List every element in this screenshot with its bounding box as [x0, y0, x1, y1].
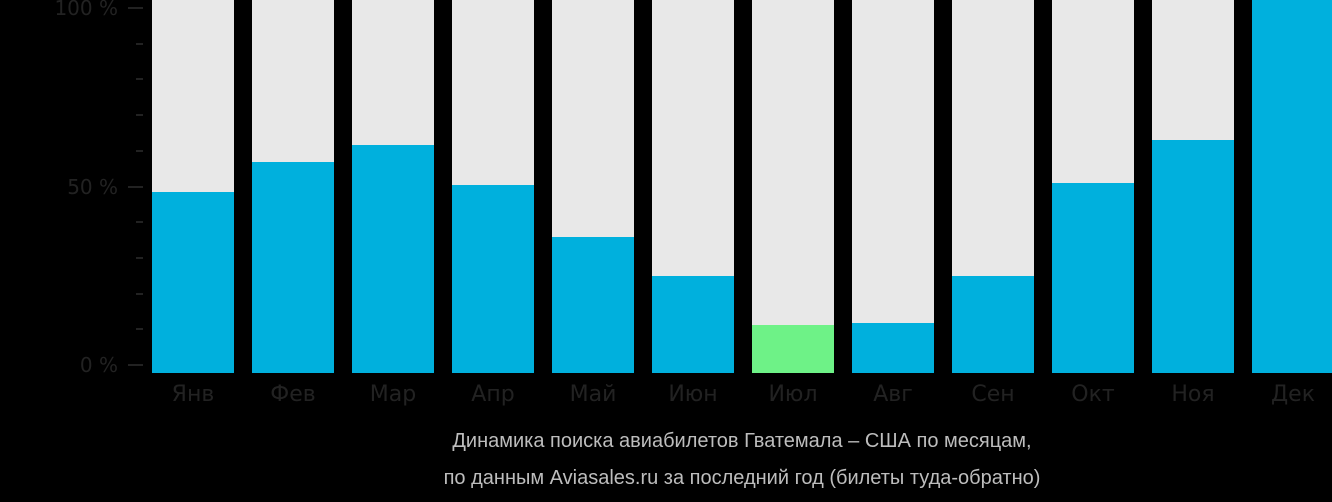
bar-value-fill [852, 322, 934, 373]
bar-7 [752, 0, 834, 373]
y-tick-50 [128, 185, 143, 188]
x-tick-label: Окт [1071, 382, 1115, 407]
y-tick-90 [136, 42, 143, 45]
y-tick-20 [136, 292, 143, 295]
y-tick-0 [128, 364, 143, 366]
bar-5 [552, 0, 634, 373]
bar-4 [452, 0, 534, 373]
x-tick-label: Дек [1270, 382, 1315, 407]
x-tick-label: Фев [270, 382, 316, 407]
x-tick-label: Май [569, 382, 617, 407]
chart-caption-line-2: по данным Aviasales.ru за последний год … [443, 467, 1041, 489]
x-tick-label: Авг [873, 382, 913, 407]
bar-value-fill [552, 236, 634, 373]
y-tick-30 [136, 256, 143, 259]
bar-9 [952, 0, 1034, 373]
chart-caption-line-1: Динамика поиска авиабилетов Гватемала – … [452, 430, 1032, 452]
bar-value-fill [452, 184, 534, 373]
bar-value-fill [1152, 139, 1234, 373]
y-tick-100 [128, 7, 143, 9]
bar-2 [252, 0, 334, 373]
bar-value-fill [1252, 0, 1332, 373]
bar-8 [852, 0, 934, 373]
bar-value-fill [952, 276, 1034, 373]
x-tick-label: Сен [971, 382, 1015, 407]
bar-value-fill [152, 192, 234, 373]
bar-6 [652, 0, 734, 373]
bar-value-fill [352, 145, 434, 373]
bar-11 [1152, 0, 1234, 373]
x-tick-label: Апр [471, 382, 515, 407]
x-tick-label: Июн [668, 382, 718, 407]
y-tick-80 [136, 78, 143, 81]
y-tick-label: 100 % [54, 0, 118, 20]
y-tick-10 [136, 328, 143, 331]
bar-12 [1252, 0, 1332, 373]
y-tick-40 [136, 221, 143, 224]
y-tick-label: 0 % [79, 353, 118, 377]
bar-value-fill [652, 276, 734, 373]
x-tick-label: Мар [369, 382, 417, 407]
bar-value-fill [252, 162, 334, 373]
y-tick-label: 50 % [67, 174, 118, 199]
y-tick-70 [136, 114, 143, 117]
x-tick-label: Янв [171, 382, 215, 407]
bar-1 [152, 0, 234, 373]
bar-10 [1052, 0, 1134, 373]
y-tick-60 [136, 149, 143, 152]
x-tick-label: Ноя [1171, 382, 1215, 407]
bar-value-fill [752, 324, 834, 373]
bar-3 [352, 0, 434, 373]
x-tick-label: Июл [768, 382, 818, 407]
bar-value-fill [1052, 182, 1134, 373]
